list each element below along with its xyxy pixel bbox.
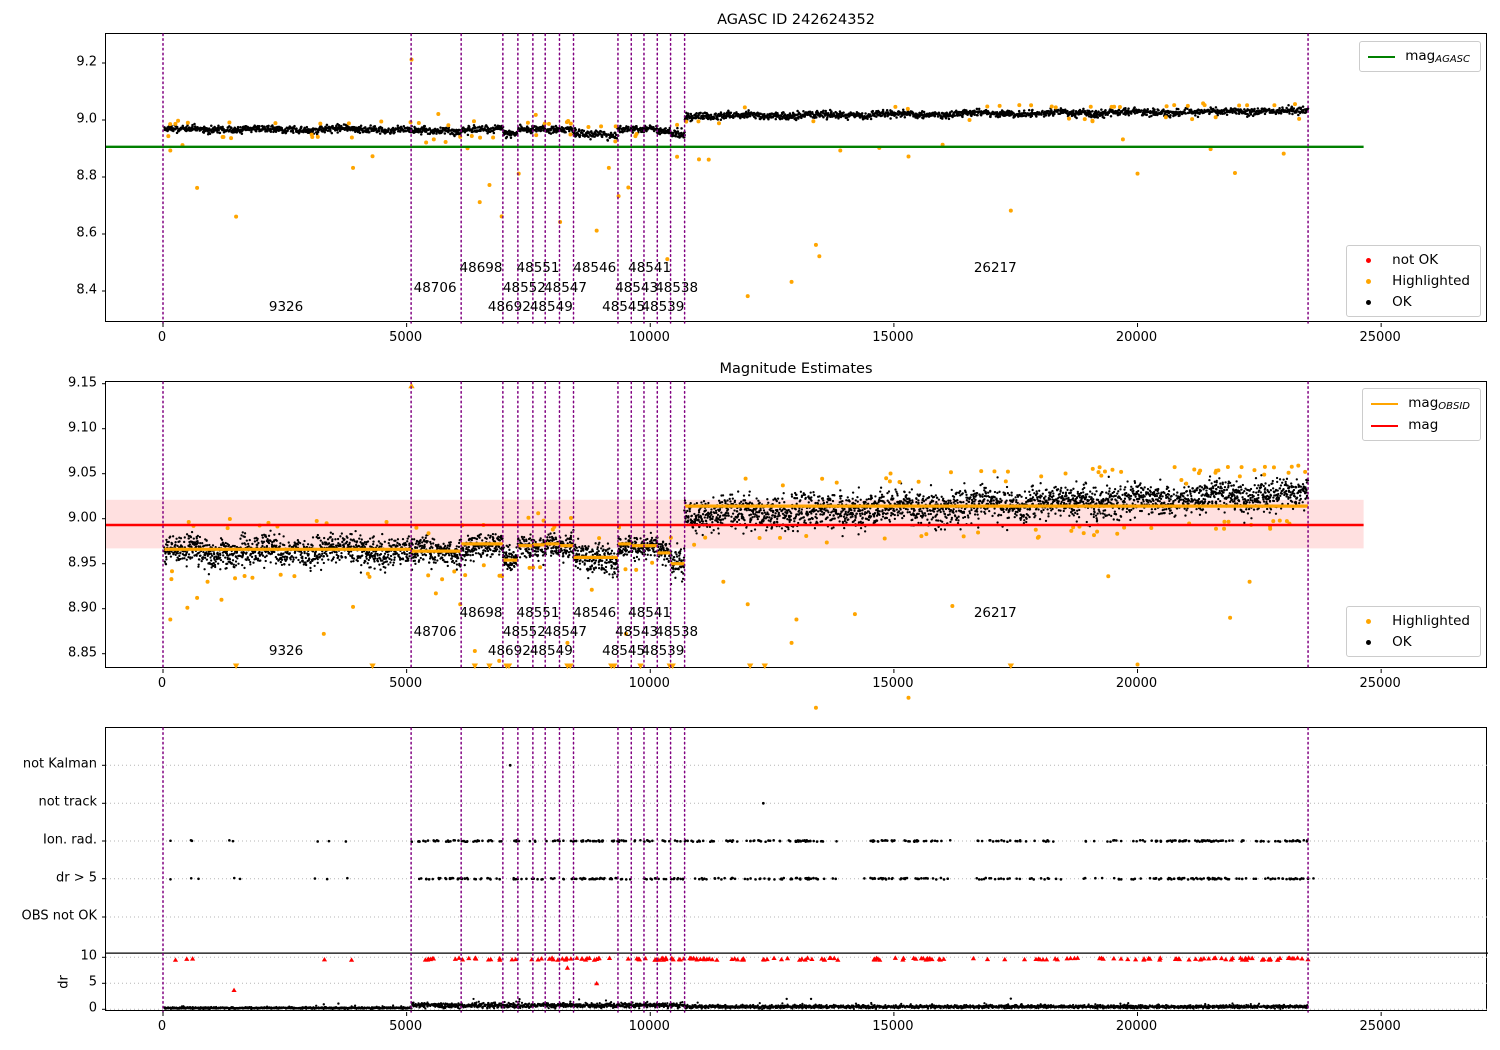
obsid-boundary-lines [162,33,1309,324]
legend-item-ok: OK [1355,294,1470,310]
dr-points [162,997,1309,1011]
y-tick-label: 9.00 [68,510,97,526]
x-tick-label: 0 [157,676,167,691]
plot-top-title: AGASC ID 242624352 [717,12,875,28]
plot-middle-axes [102,381,1487,870]
category-label: not Kalman [22,756,97,772]
legend-label: magOBSID [1408,395,1470,412]
black-dot-swatch [1355,639,1382,645]
legend-item-mag-obsid: magOBSID [1371,395,1470,412]
y-tick-label: 8.90 [68,600,97,616]
x-tick-label: 0 [157,1019,167,1034]
dr-axis-label: dr [56,975,72,990]
obsid-boundary-lines [162,727,1309,1013]
legend-mag-lines: magOBSID mag [1362,388,1481,441]
x-tick-label: 15000 [872,1019,914,1034]
legend-label: mag [1408,417,1439,433]
x-tick-label: 20000 [1115,330,1158,345]
plot-1-canvas [102,381,1382,870]
highlighted-points [166,57,1302,299]
orange-dot-swatch [1355,618,1382,624]
x-tick-label: 5000 [389,1019,423,1034]
dr-tick-label: 0 [88,1000,97,1016]
mag-obsid-line [164,504,1309,566]
legend-label: magAGASC [1405,48,1470,65]
x-tick-label: 5000 [389,330,423,345]
red-dot-swatch [1355,257,1382,263]
y-tick-label: 8.8 [76,168,97,184]
legend-label: Highlighted [1392,613,1470,629]
x-tick-label: 5000 [389,676,423,691]
legend-item-mag-agasc: magAGASC [1368,48,1470,65]
category-label: not track [38,794,97,810]
x-tick-label: 15000 [872,676,914,691]
gridlines [106,764,1488,1010]
x-tick-label: 20000 [1115,676,1158,691]
not-ok-points [172,955,1311,993]
y-tick-label: 9.15 [68,375,97,391]
legend-label: not OK [1392,252,1439,268]
x-tick-label: 15000 [872,330,914,345]
red-line-swatch [1371,424,1399,427]
x-tick-label: 10000 [628,330,670,345]
x-tick-label: 25000 [1359,1019,1401,1034]
y-tick-label: 8.4 [76,282,97,298]
legend-label: Highlighted [1392,273,1470,289]
x-tick-label: 10000 [628,1019,670,1034]
dr-tick-label: 10 [80,948,97,964]
highlighted-points [168,382,1308,870]
plot-middle-title: Magnitude Estimates [719,361,873,377]
y-tick-label: 9.0 [76,111,97,127]
y-tick-label: 8.6 [76,225,97,241]
legend-point-classes-middle: Highlighted OK [1346,606,1481,657]
legend-item-highlighted: Highlighted [1355,273,1470,289]
obsid-boundary-lines [162,381,1309,670]
plot-0-canvas [102,33,1382,327]
y-tick-label: 8.85 [68,645,97,661]
x-tick-label: 25000 [1359,676,1401,691]
green-line-swatch [1368,55,1396,58]
y-tick-label: 8.95 [68,555,97,571]
black-dot-swatch [1355,299,1382,305]
ok-points [163,103,1310,142]
category-label: Ion. rad. [43,832,97,848]
x-tick-label: 25000 [1359,330,1401,345]
x-tick-label: 20000 [1115,1019,1158,1034]
event-points [169,763,1315,881]
axis-ticks [102,764,1382,1016]
y-tick-label: 9.05 [68,465,97,481]
x-tick-label: 10000 [628,676,670,691]
legend-item-highlighted: Highlighted [1355,613,1470,629]
orange-line-swatch [1371,402,1399,405]
orange-dot-swatch [1355,278,1382,284]
legend-label: OK [1392,294,1412,310]
plot-2-canvas [102,727,1488,1016]
legend-item-ok: OK [1355,634,1470,650]
x-tick-label: 0 [157,330,167,345]
category-label: OBS not OK [21,908,98,924]
axis-ticks [102,62,1382,327]
dr-tick-label: 5 [88,974,97,990]
legend-item-mag: mag [1371,417,1470,434]
y-tick-label: 9.10 [68,420,97,436]
legend-point-classes-top: not OK Highlighted OK [1346,245,1481,317]
plot-bottom-axes [102,727,1488,1016]
axis-ticks [102,383,1382,673]
legend-label: OK [1392,634,1412,650]
legend-item-not-ok: not OK [1355,252,1470,268]
legend-mag-agasc: magAGASC [1359,41,1481,72]
plot-top-axes [102,33,1487,327]
y-tick-label: 9.2 [76,54,97,70]
category-label: dr > 5 [55,870,97,886]
